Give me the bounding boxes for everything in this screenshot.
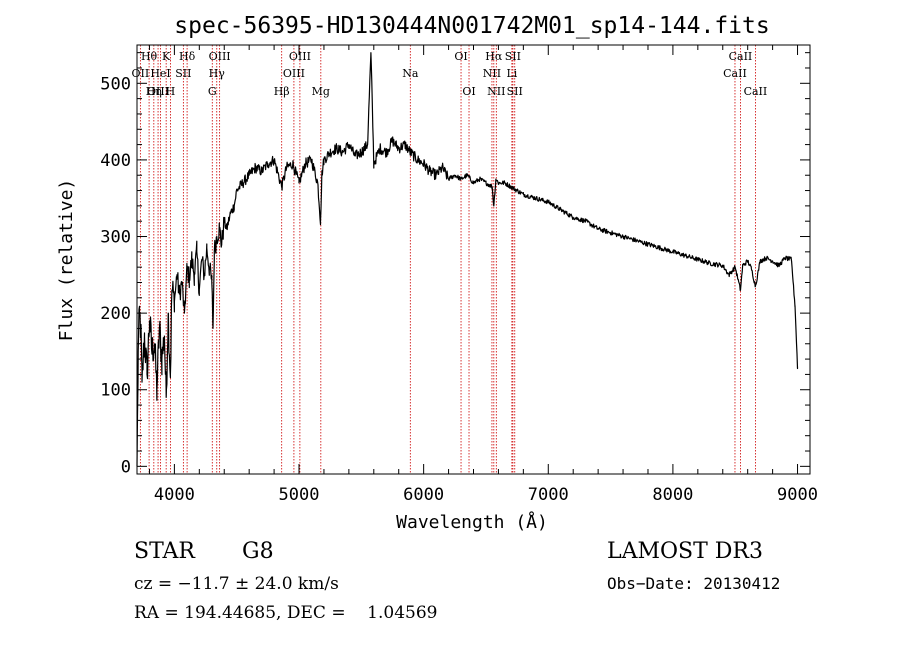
x-tick-label: 7000 — [528, 485, 569, 505]
x-axis-label: Wavelength (Å) — [396, 511, 548, 533]
x-tick-label: 8000 — [652, 485, 693, 505]
x-axis: 4000 5000 6000 7000 8000 9000 — [148, 45, 818, 505]
line-marker-label: SII — [175, 67, 191, 80]
y-tick-label: 300 — [100, 228, 131, 248]
y-tick-label: 200 — [100, 304, 131, 324]
line-marker-label: OIII — [283, 67, 305, 80]
line-marker-label: Na — [402, 67, 419, 80]
line-marker-label: CaII — [729, 50, 753, 63]
y-axis-label: Flux (relative) — [56, 179, 77, 342]
line-marker-label: CaII — [723, 67, 747, 80]
x-tick-label: 6000 — [403, 485, 444, 505]
line-marker-label: OI — [454, 50, 467, 63]
object-subclass: G8 — [242, 539, 274, 564]
y-tick-label: 400 — [100, 151, 131, 171]
spectrum-line — [136, 52, 799, 467]
line-marker-label: OIII — [289, 50, 311, 63]
line-marker-label: H — [166, 85, 176, 98]
line-marker-label: OII — [132, 67, 150, 80]
object-class: STAR — [134, 539, 195, 564]
line-marker-label: Hδ — [179, 50, 196, 63]
y-axis: 0 100 200 300 400 500 — [100, 52, 810, 477]
coordinates: RA = 194.44685, DEC = 1.04569 — [134, 603, 438, 623]
plot-frame — [136, 44, 811, 475]
line-marker-label: NII — [483, 67, 501, 80]
line-marker-label: Hγ — [209, 67, 226, 80]
line-marker-label: OIII — [147, 85, 169, 98]
obs-date: Obs−Date: 20130412 — [607, 574, 781, 593]
line-marker-label: SII — [507, 85, 523, 98]
line-marker-label: G — [208, 85, 217, 98]
line-marker-label: Hθ — [141, 50, 158, 63]
line-markers — [139, 45, 756, 474]
x-tick-label: 4000 — [154, 485, 195, 505]
survey-label: LAMOST DR3 — [607, 539, 763, 564]
line-marker-label: Li — [506, 67, 517, 80]
line-marker-label: OI — [462, 85, 475, 98]
line-marker-label: Hα — [485, 50, 503, 63]
y-tick-label: 500 — [100, 74, 131, 94]
y-tick-label: 0 — [121, 457, 131, 477]
y-tick-label: 100 — [100, 381, 131, 401]
line-marker-label: CaII — [744, 85, 768, 98]
line-marker-label: SII — [505, 50, 521, 63]
line-marker-label: K — [162, 50, 171, 63]
line-marker-label: NII — [487, 85, 505, 98]
line-marker-label: Hη — [146, 85, 162, 98]
x-tick-label: 9000 — [777, 485, 818, 505]
x-tick-label: 5000 — [279, 485, 320, 505]
line-marker-label: HeI — [150, 67, 170, 80]
chart-title: spec-56395-HD130444N001742M01_sp14-144.f… — [174, 13, 769, 39]
redshift-info: cz = −11.7 ± 24.0 km/s — [134, 574, 339, 594]
line-marker-label: Hβ — [274, 85, 290, 98]
line-marker-label: OIII — [209, 50, 231, 63]
line-marker-label: Mg — [312, 85, 330, 98]
